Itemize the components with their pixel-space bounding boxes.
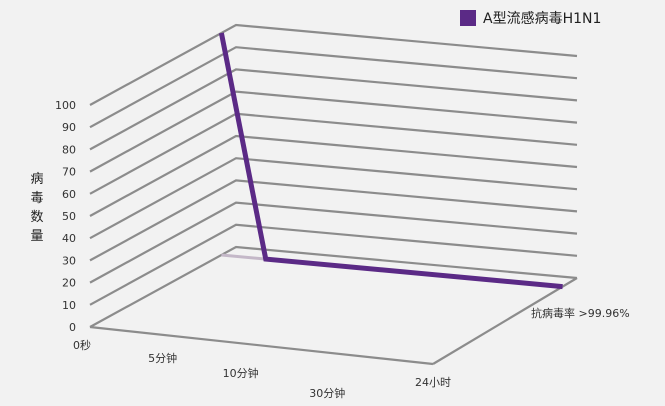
y-tick-label: 50 [62,210,76,223]
series-layer [218,32,563,290]
series-line [218,32,563,290]
gridline [89,157,578,240]
gridline [89,90,578,173]
legend: A型流感病毒H1N1 [460,8,601,28]
y-tick-label: 60 [62,188,76,201]
x-axis-front-edge [89,325,434,366]
x-tick-label: 10分钟 [223,366,259,380]
y-axis-label: 病毒数量 [30,172,44,244]
legend-swatch [460,10,476,26]
tick-labels: 0 10 20 30 40 50 60 70 80 90 100 0秒 5分钟 10分钟 30分钟 24小时 [55,99,451,400]
gridlines [89,23,578,328]
y-tick-label: 30 [62,254,76,267]
x-tick-label: 0秒 [73,338,91,352]
y-tick-label: 70 [62,166,76,179]
y-tick-label: 100 [55,99,76,112]
y-tick-label: 20 [62,277,76,290]
x-tick-label: 5分钟 [148,351,177,365]
annotation-label: 抗病毒率 >99.96% [531,306,630,320]
legend-label: A型流感病毒H1N1 [483,11,602,27]
gridline [89,23,578,106]
gridline [89,201,578,284]
y-tick-label: 10 [62,299,76,312]
gridline [89,223,578,306]
y-tick-label: 40 [62,232,76,245]
y-tick-label: 90 [62,121,76,134]
gridline [89,68,578,151]
x-tick-label: 30分钟 [309,386,345,400]
axes [89,277,578,366]
y-tick-label: 80 [62,143,76,156]
gridline [89,46,578,129]
x-tick-label: 24小时 [415,376,451,389]
gridline [89,245,578,328]
gridline [89,179,578,262]
floor-right-edge [432,277,578,365]
gridline [89,134,578,217]
y-tick-label: 0 [69,321,76,334]
